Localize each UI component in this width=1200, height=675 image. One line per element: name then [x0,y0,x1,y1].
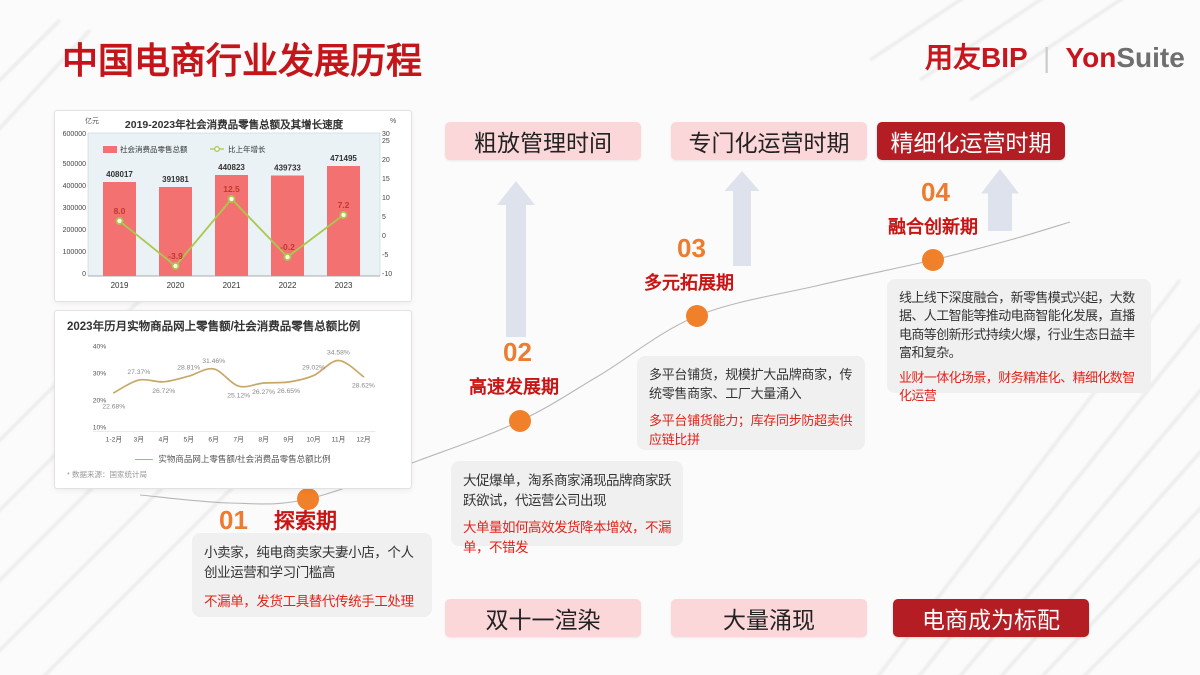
svg-text:9月: 9月 [283,435,294,443]
svg-text:-10: -10 [382,271,392,278]
svg-text:7.2: 7.2 [338,200,350,210]
svg-text:10%: 10% [93,425,107,432]
svg-text:300000: 300000 [63,205,86,212]
svg-text:-0.2: -0.2 [280,242,295,252]
svg-text:26.72%: 26.72% [152,388,175,395]
svg-text:471495: 471495 [330,154,357,163]
svg-text:30%: 30% [93,370,107,377]
svg-text:6月: 6月 [208,435,219,443]
svg-text:-3.9: -3.9 [168,251,183,261]
svg-text:0: 0 [82,271,86,278]
svg-text:31.46%: 31.46% [202,358,225,365]
svg-text:500000: 500000 [63,161,86,168]
svg-text:439733: 439733 [274,164,301,173]
svg-text:12.5: 12.5 [223,184,240,194]
svg-text:10月: 10月 [306,435,320,443]
svg-text:34.58%: 34.58% [327,349,350,356]
svg-text:25.12%: 25.12% [227,392,250,399]
svg-text:200000: 200000 [63,227,86,234]
svg-text:15: 15 [382,176,390,183]
svg-text:30: 30 [382,131,390,138]
svg-text:22.68%: 22.68% [102,403,125,410]
svg-text:391981: 391981 [162,175,189,184]
svg-text:1-2月: 1-2月 [106,435,123,443]
svg-text:5月: 5月 [183,435,194,443]
svg-text:5: 5 [382,214,386,221]
svg-text:10: 10 [382,195,390,202]
svg-text:26.65%: 26.65% [277,388,300,395]
svg-text:2020: 2020 [167,281,185,290]
svg-text:25: 25 [382,138,390,145]
svg-text:4月: 4月 [159,435,170,443]
svg-text:20: 20 [382,157,390,164]
svg-text:%: % [390,118,396,125]
svg-text:27.37%: 27.37% [127,369,150,376]
svg-text:40%: 40% [93,343,107,350]
svg-text:29.02%: 29.02% [302,365,325,372]
svg-text:408017: 408017 [106,170,133,179]
svg-text:8月: 8月 [258,435,269,443]
svg-text:400000: 400000 [63,183,86,190]
svg-text:2023: 2023 [335,281,353,290]
svg-text:600000: 600000 [63,131,86,138]
svg-text:28.62%: 28.62% [352,382,375,389]
svg-text:3月: 3月 [134,435,145,443]
svg-text:11月: 11月 [332,435,346,443]
svg-text:2019: 2019 [111,281,129,290]
svg-text:-5: -5 [382,252,388,259]
svg-text:社会消费品零售总额: 社会消费品零售总额 [120,144,188,154]
svg-text:2021: 2021 [223,281,241,290]
svg-text:26.27%: 26.27% [252,389,275,396]
svg-text:比上年增长: 比上年增长 [228,144,266,154]
svg-text:100000: 100000 [63,249,86,256]
svg-text:440823: 440823 [218,163,245,172]
svg-text:2022: 2022 [279,281,297,290]
svg-text:28.81%: 28.81% [177,365,200,372]
svg-text:2019-2023年社会消费品零售总额及其增长速度: 2019-2023年社会消费品零售总额及其增长速度 [125,118,344,131]
svg-text:亿元: 亿元 [85,116,99,125]
svg-text:0: 0 [382,233,386,240]
svg-text:7月: 7月 [233,435,244,443]
svg-text:8.0: 8.0 [114,206,126,216]
svg-text:12月: 12月 [356,435,370,443]
